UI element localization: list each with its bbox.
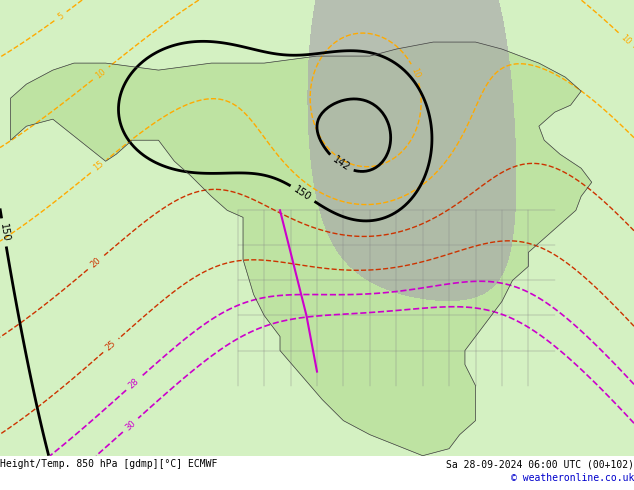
Text: 10: 10 bbox=[410, 67, 422, 80]
Text: 20: 20 bbox=[89, 256, 103, 270]
Text: 30: 30 bbox=[124, 418, 138, 432]
Text: 15: 15 bbox=[92, 159, 106, 173]
Text: 5: 5 bbox=[56, 11, 65, 22]
Text: 10: 10 bbox=[619, 33, 633, 47]
Text: 28: 28 bbox=[127, 376, 141, 390]
Text: Sa 28-09-2024 06:00 UTC (00+102): Sa 28-09-2024 06:00 UTC (00+102) bbox=[446, 459, 634, 469]
Text: Height/Temp. 850 hPa [gdmp][°C] ECMWF: Height/Temp. 850 hPa [gdmp][°C] ECMWF bbox=[0, 459, 217, 469]
Text: 150: 150 bbox=[292, 184, 313, 203]
Text: 150: 150 bbox=[0, 222, 10, 243]
Text: 25: 25 bbox=[104, 339, 118, 352]
Polygon shape bbox=[11, 42, 592, 456]
Text: 142: 142 bbox=[330, 155, 351, 173]
Text: 10: 10 bbox=[94, 67, 108, 80]
Text: © weatheronline.co.uk: © weatheronline.co.uk bbox=[510, 473, 634, 483]
